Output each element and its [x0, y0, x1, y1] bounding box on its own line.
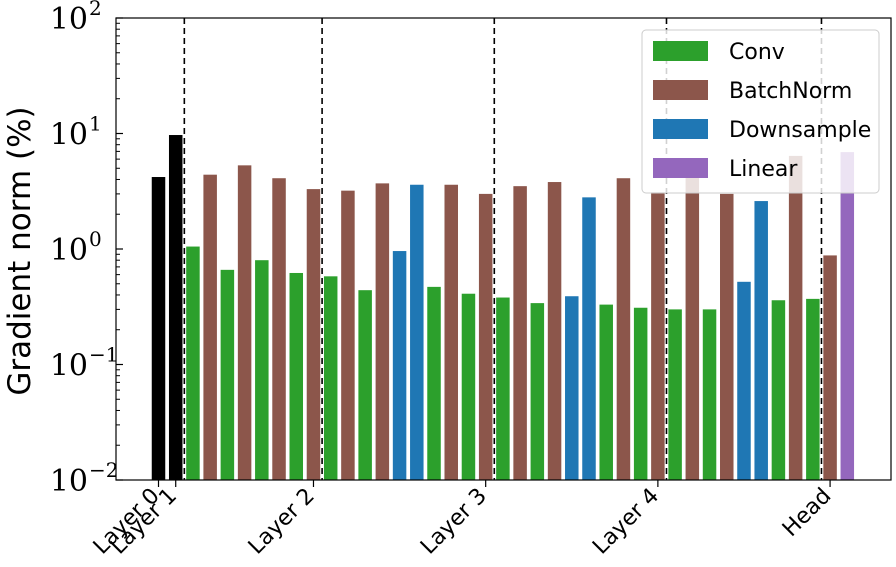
bar-ds-35: [754, 201, 768, 481]
y-tick-exponent-3: 1: [89, 112, 102, 136]
y-tick-exponent-0: −2: [89, 458, 118, 482]
bars-group: [151, 135, 855, 481]
bar-bn-7: [272, 178, 286, 481]
bar-conv-12: [358, 290, 372, 480]
bar-conv-4: [220, 269, 235, 480]
layer-boundary-lines: [183, 18, 823, 480]
bar-conv-30: [668, 309, 682, 480]
bar-conv-38: [806, 298, 820, 480]
bar-conv-6: [255, 260, 269, 480]
bar-conv-32: [702, 309, 717, 480]
x-tick-label-2: Layer 2: [244, 484, 320, 560]
y-tick-exponent-4: 2: [89, 0, 102, 20]
bar-stem-0: [151, 177, 166, 480]
y-tick-label-4: 10: [50, 2, 88, 37]
bar-ds-25: [582, 197, 596, 480]
bar-stem-1: [168, 135, 183, 480]
bar-bn-19: [478, 193, 493, 480]
bar-bn-39: [823, 255, 837, 480]
bar-bn-3: [203, 174, 217, 480]
y-tick-label-1: 10: [50, 349, 88, 384]
legend-swatch-1: [653, 80, 708, 100]
bar-ds-15: [410, 184, 424, 480]
bar-bn-27: [616, 178, 631, 481]
bar-conv-2: [186, 246, 200, 480]
bar-bn-17: [444, 184, 458, 480]
bar-bn-29: [651, 192, 665, 480]
y-tick-label-3: 10: [50, 118, 88, 153]
bar-conv-26: [599, 304, 613, 480]
x-tick-label-3: Layer 3: [416, 484, 492, 560]
bar-ds-14: [392, 251, 407, 480]
bar-ds-34: [737, 281, 751, 480]
y-axis-title: Gradient norm (%): [2, 106, 38, 395]
x-tick-label-5: Head: [778, 484, 836, 542]
y-tick-label-2: 10: [50, 233, 88, 268]
legend-box: [641, 29, 880, 194]
bar-conv-28: [633, 307, 648, 480]
legend-label-1: BatchNorm: [729, 79, 852, 104]
bar-bn-31: [685, 173, 700, 480]
y-tick-label-0: 10: [50, 464, 88, 499]
bar-linear-40: [840, 152, 855, 481]
bar-conv-8: [289, 272, 304, 480]
legend: Conv BatchNorm Downsample Linear: [641, 29, 880, 194]
bar-bn-9: [306, 189, 321, 480]
bar-conv-16: [427, 286, 441, 480]
x-tick-label-4: Layer 4: [588, 484, 664, 560]
y-tick-exponent-1: −1: [89, 343, 118, 367]
legend-label-2: Downsample: [729, 118, 871, 143]
bar-bn-21: [513, 186, 527, 480]
legend-label-0: Conv: [729, 40, 785, 65]
legend-label-3: Linear: [729, 157, 798, 182]
y-tick-exponent-2: 0: [89, 227, 102, 251]
bar-bn-23: [547, 182, 562, 481]
bar-conv-20: [496, 297, 510, 480]
bar-bn-5: [237, 165, 252, 480]
bar-conv-22: [530, 303, 545, 480]
bar-conv-36: [771, 300, 786, 480]
bar-ds-24: [565, 296, 579, 480]
legend-swatch-3: [653, 158, 708, 178]
legend-swatch-0: [653, 41, 708, 61]
bar-bn-33: [720, 193, 734, 480]
legend-swatch-2: [653, 119, 708, 139]
bar-bn-37: [788, 155, 803, 480]
bar-bn-11: [341, 190, 355, 480]
bar-bn-13: [375, 183, 390, 481]
bar-conv-18: [461, 293, 476, 480]
bar-conv-10: [323, 276, 338, 480]
